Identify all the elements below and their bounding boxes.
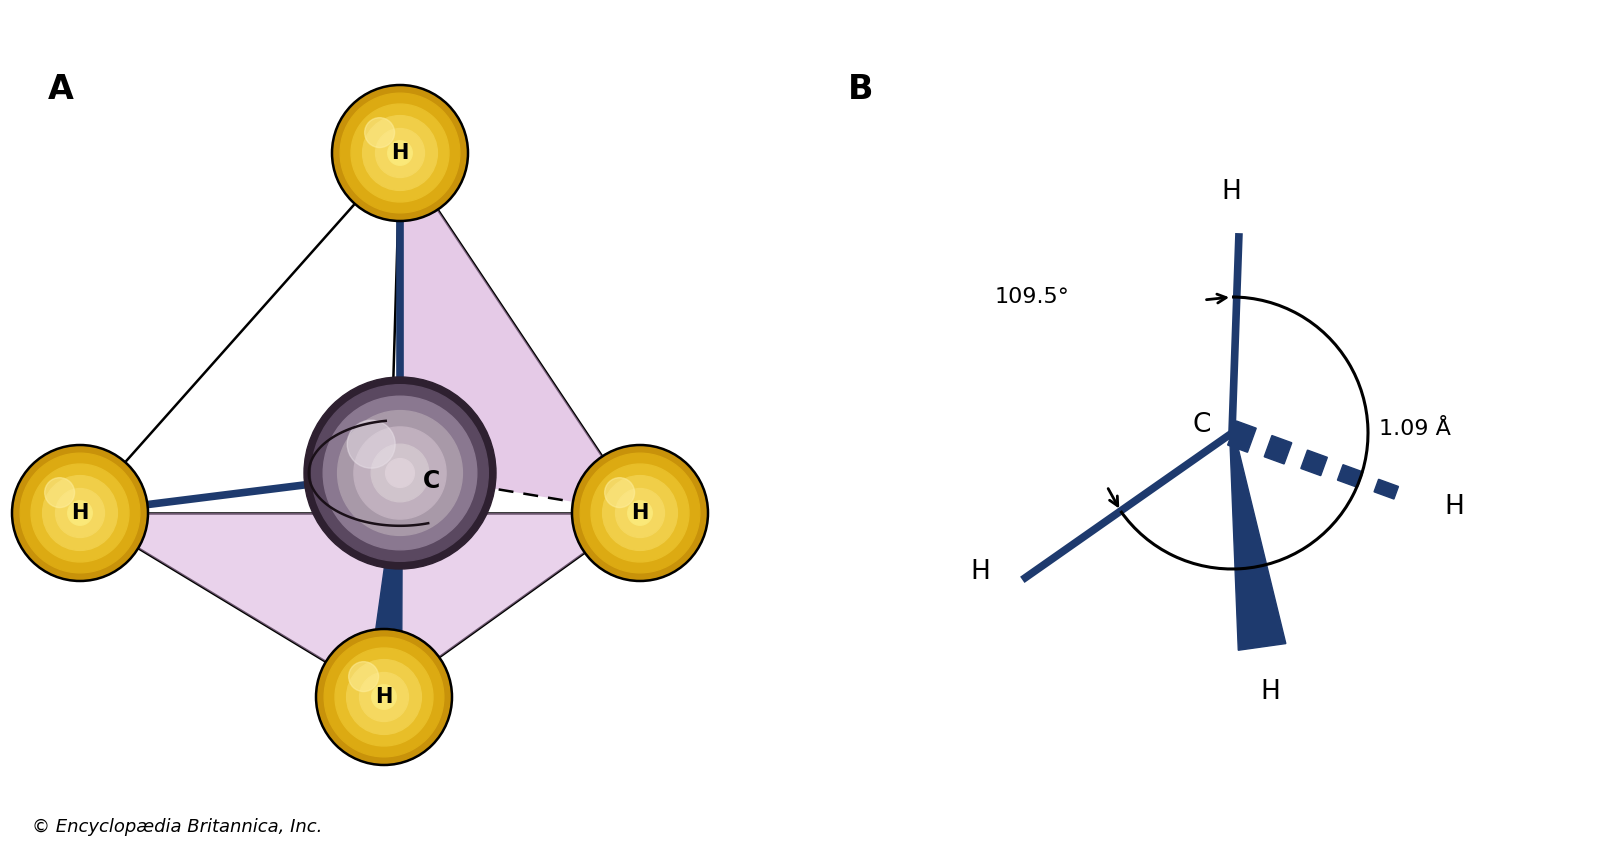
Text: © Encyclopædia Britannica, Inc.: © Encyclopædia Britannica, Inc. — [32, 818, 322, 836]
Text: 109.5°: 109.5° — [995, 287, 1069, 307]
Circle shape — [603, 475, 677, 551]
Circle shape — [350, 104, 450, 202]
Circle shape — [363, 115, 437, 191]
Text: A: A — [48, 73, 74, 106]
Circle shape — [376, 128, 424, 178]
Circle shape — [67, 501, 93, 526]
Text: H: H — [971, 559, 990, 585]
Circle shape — [312, 385, 488, 561]
Circle shape — [365, 118, 395, 147]
Polygon shape — [400, 153, 640, 513]
Text: 1.09 Å: 1.09 Å — [1379, 419, 1451, 439]
Circle shape — [30, 464, 130, 562]
Text: B: B — [848, 73, 874, 106]
Polygon shape — [1227, 421, 1256, 452]
Text: H: H — [392, 143, 408, 163]
Circle shape — [349, 662, 379, 692]
Circle shape — [45, 478, 75, 507]
Circle shape — [13, 445, 147, 581]
Polygon shape — [1338, 465, 1363, 488]
Circle shape — [386, 459, 414, 488]
Polygon shape — [1301, 450, 1328, 475]
Circle shape — [325, 637, 443, 757]
Circle shape — [347, 420, 395, 469]
Circle shape — [627, 501, 653, 526]
Circle shape — [304, 377, 496, 569]
Circle shape — [21, 453, 139, 572]
Text: H: H — [1261, 679, 1280, 705]
Circle shape — [334, 648, 434, 746]
Circle shape — [43, 475, 117, 551]
Circle shape — [323, 397, 477, 550]
Text: C: C — [424, 469, 440, 493]
Text: H: H — [1221, 179, 1242, 205]
Circle shape — [590, 464, 690, 562]
Polygon shape — [1374, 479, 1398, 499]
Circle shape — [347, 660, 421, 734]
Circle shape — [333, 85, 467, 221]
Text: H: H — [632, 503, 648, 523]
Polygon shape — [366, 473, 402, 698]
Circle shape — [616, 488, 664, 538]
Polygon shape — [1264, 436, 1291, 464]
Circle shape — [573, 445, 707, 581]
Circle shape — [581, 453, 699, 572]
Circle shape — [341, 94, 459, 213]
Polygon shape — [80, 513, 640, 697]
Circle shape — [371, 685, 397, 709]
Text: C: C — [1192, 412, 1211, 438]
Text: H: H — [72, 503, 88, 523]
Circle shape — [605, 478, 635, 507]
Circle shape — [317, 629, 453, 765]
Circle shape — [338, 410, 462, 535]
Text: H: H — [376, 687, 392, 707]
Circle shape — [371, 444, 429, 501]
Circle shape — [360, 673, 408, 721]
Circle shape — [387, 141, 413, 165]
Text: H: H — [1445, 494, 1464, 520]
Circle shape — [354, 427, 446, 519]
Polygon shape — [1230, 433, 1286, 650]
Circle shape — [56, 488, 104, 538]
